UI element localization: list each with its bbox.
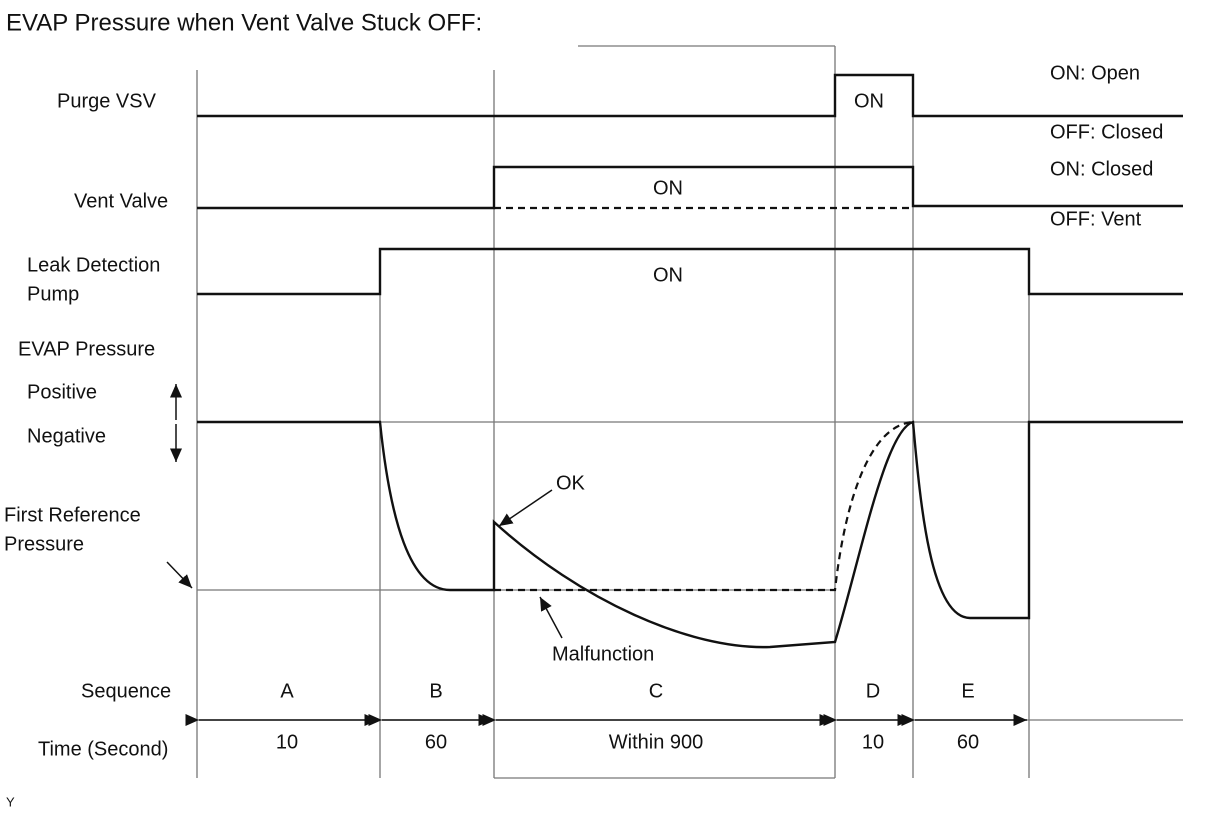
sequence-step: C (649, 680, 663, 702)
positive-label: Positive (27, 381, 97, 403)
sequence-step: A (280, 680, 294, 702)
vent-off-state: OFF: Vent (1050, 208, 1142, 230)
grid-lines (196, 45, 1183, 779)
purge-on: ON (854, 90, 884, 112)
time-duration: 60 (425, 731, 447, 753)
time-duration: 10 (862, 731, 884, 753)
sequence-step: B (429, 680, 442, 702)
purge-on-state: ON: Open (1050, 62, 1140, 84)
pump-label: Leak Detection (27, 254, 160, 276)
negative-label: Negative (27, 425, 106, 447)
title: EVAP Pressure when Vent Valve Stuck OFF: (6, 9, 482, 36)
reference-label: First Reference (4, 504, 141, 526)
time-duration: 10 (276, 731, 298, 753)
ok-label: OK (556, 472, 586, 494)
time-duration: 60 (957, 731, 979, 753)
labels: EVAP Pressure when Vent Valve Stuck OFF:… (4, 9, 1163, 809)
purge-label: Purge VSV (57, 90, 157, 112)
vent-on: ON (653, 177, 683, 199)
sequence-step: D (866, 680, 880, 702)
sequence-step: E (961, 680, 974, 702)
sequence-label: Sequence (81, 680, 171, 702)
vent-label: Vent Valve (74, 190, 168, 212)
malfunction-label: Malfunction (552, 643, 654, 665)
time-label: Time (Second) (38, 738, 168, 760)
pump-label: Pump (27, 283, 79, 305)
footnote: Y (6, 794, 15, 809)
sequence-columns: A 10 B 60 C Within 900 D 10 E 60 (276, 680, 979, 753)
vent-on-state: ON: Closed (1050, 158, 1153, 180)
arrows (166, 384, 1027, 726)
purge-off-state: OFF: Closed (1050, 121, 1163, 143)
waveforms (197, 73, 1183, 649)
reference-label: Pressure (4, 533, 84, 555)
pressure-label: EVAP Pressure (18, 338, 155, 360)
time-duration: Within 900 (609, 731, 704, 753)
pump-on: ON (653, 264, 683, 286)
